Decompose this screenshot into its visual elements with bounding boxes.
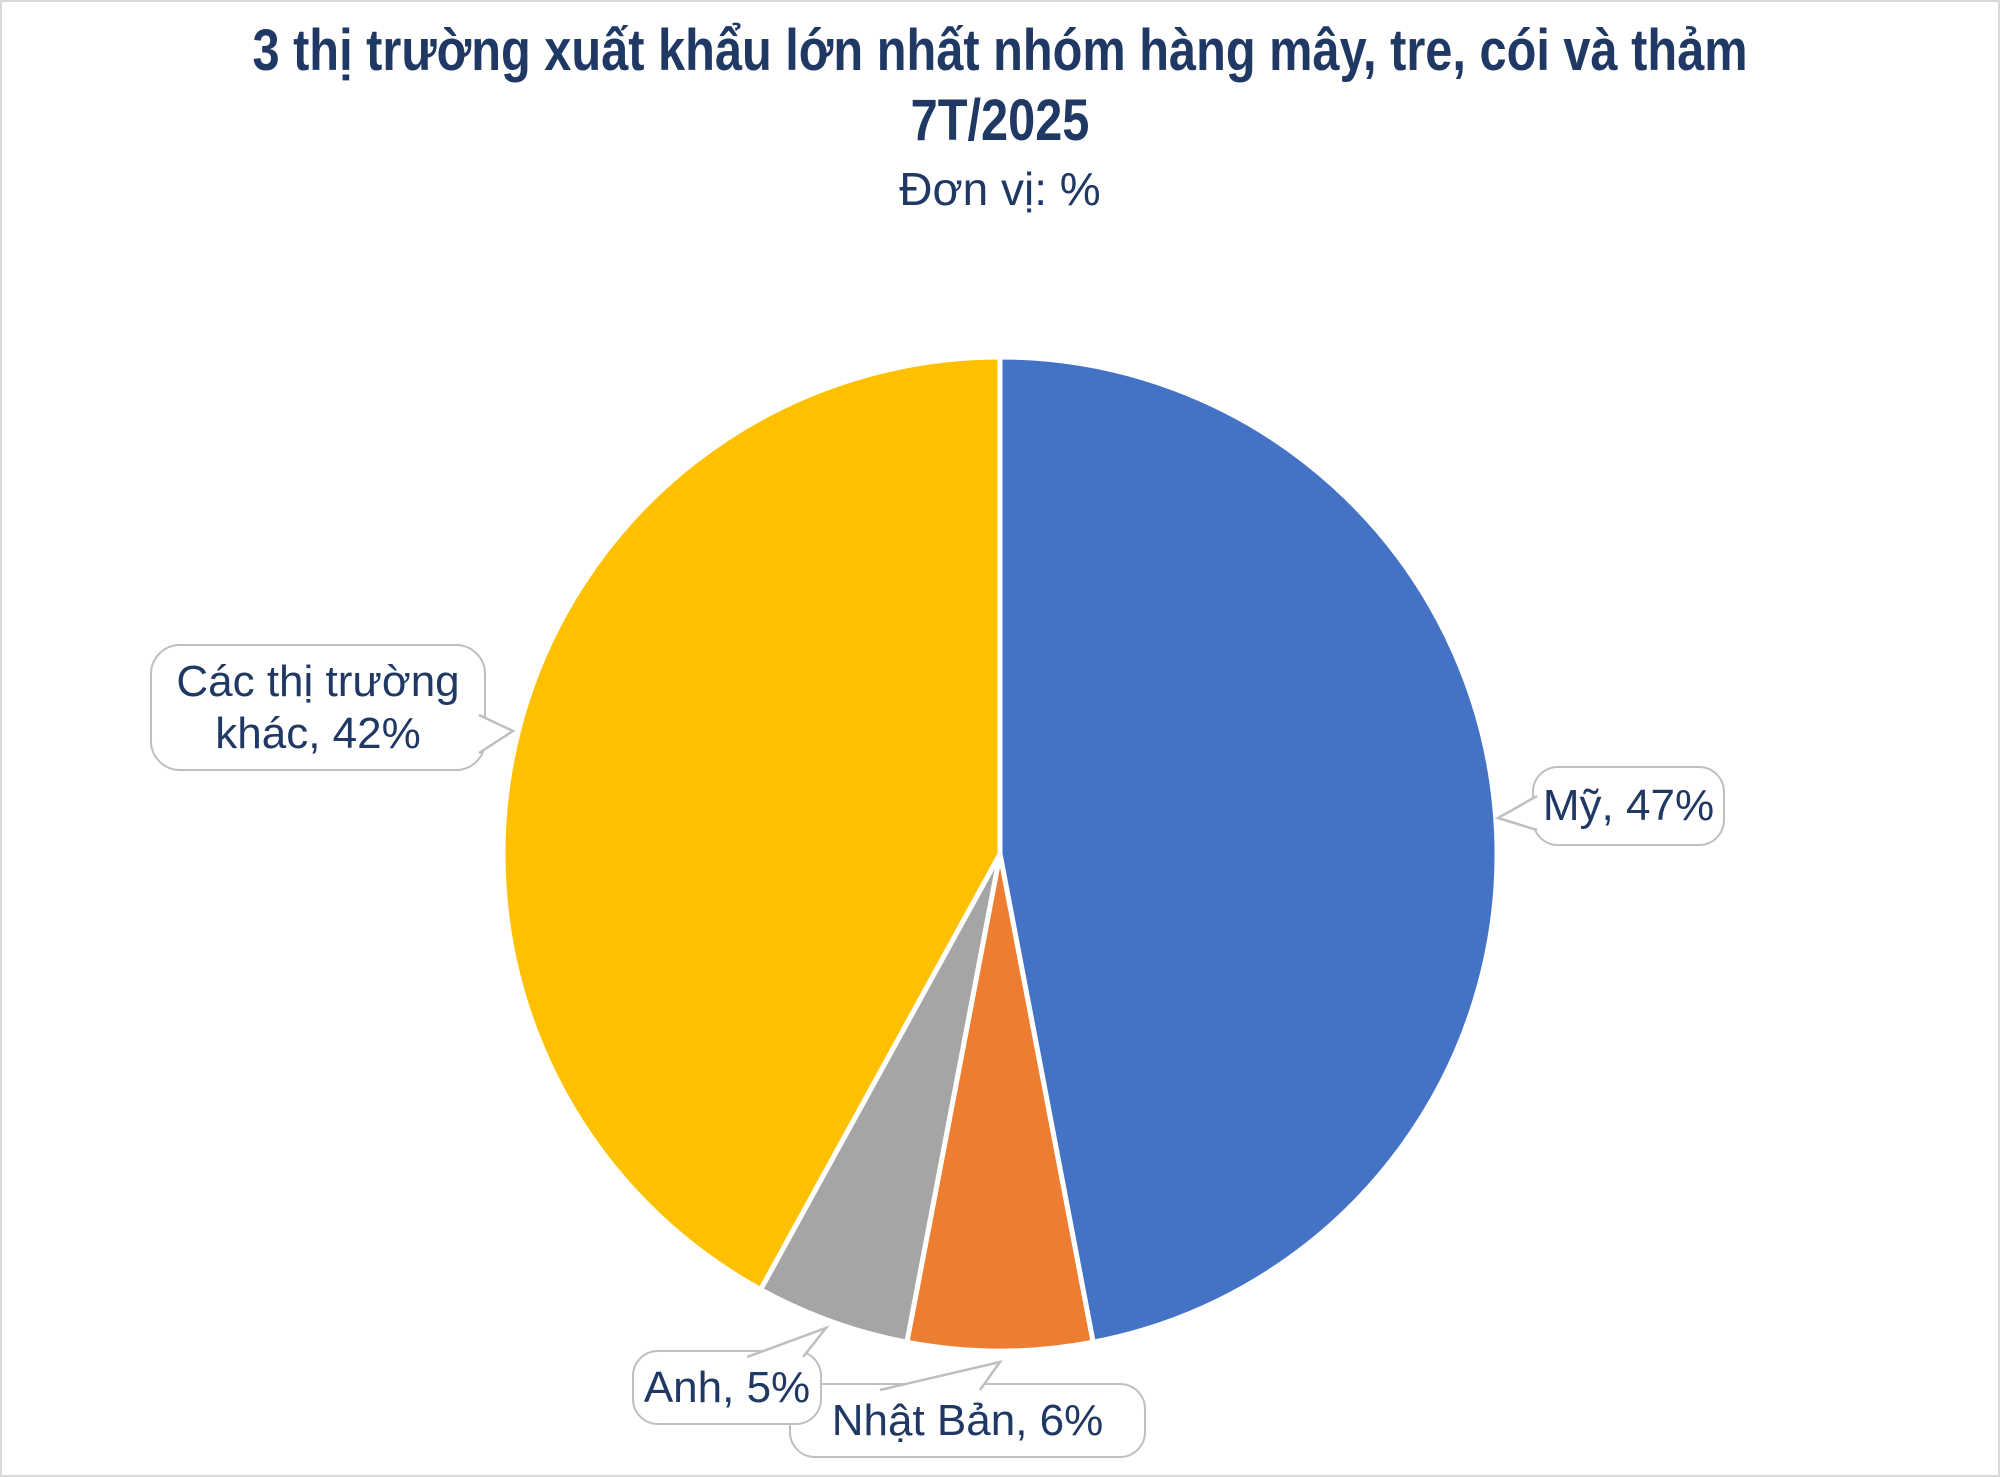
- chart-title-line1: 3 thị trường xuất khẩu lớn nhất nhóm hàn…: [252, 18, 1748, 83]
- callout-my: Mỹ, 47%: [1532, 766, 1725, 846]
- chart-header: 3 thị trường xuất khẩu lớn nhất nhóm hàn…: [2, 16, 1998, 216]
- pie-slice-3: [500, 354, 1003, 1293]
- chart-title-line2: 7T/2025: [910, 88, 1090, 153]
- callout-nhat-ban: Nhật Bản, 6%: [789, 1383, 1146, 1458]
- callout-anh: Anh, 5%: [632, 1350, 822, 1425]
- callout-anh-label: Anh, 5%: [643, 1362, 811, 1412]
- chart-subtitle: Đơn vị: %: [899, 163, 1101, 215]
- pie-slice-1: [904, 851, 1096, 1354]
- callout-my-label: Mỹ, 47%: [1542, 781, 1715, 831]
- callout-cac-thi-truong-khac-label: Các thị trường khác, 42%: [176, 656, 460, 758]
- callout-nhat-ban-label: Nhật Bản, 6%: [831, 1395, 1104, 1445]
- pie-slice-0: [997, 354, 1500, 1345]
- callout-cac-thi-truong-khac: Các thị trường khác, 42%: [150, 644, 486, 771]
- pie-slice-2: [758, 851, 1003, 1345]
